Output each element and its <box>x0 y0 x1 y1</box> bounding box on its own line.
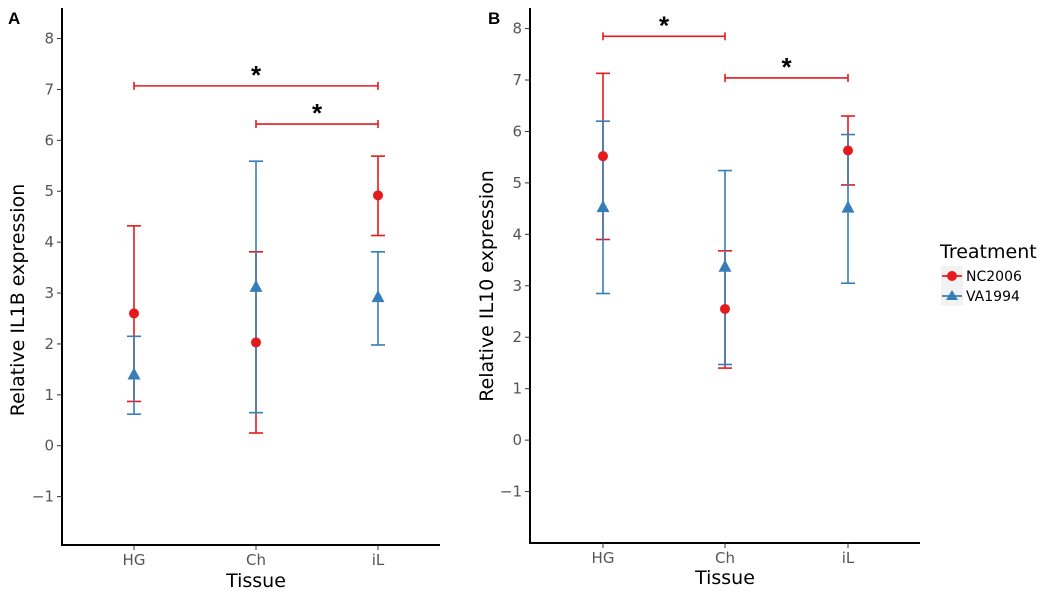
y-tick-label: 8 <box>512 20 522 38</box>
significance-star: * <box>251 60 262 90</box>
y-tick-label: 1 <box>44 386 54 404</box>
y-tick-label: 0 <box>44 437 54 455</box>
x-tick-label: HG <box>123 551 146 569</box>
legend-marker-nc2006 <box>947 271 957 281</box>
panel-a: A Relative IL1B expression Tissue −1 0 1 2 3… <box>7 8 440 592</box>
y-tick-label: 2 <box>44 335 54 353</box>
point-va1994 <box>371 290 385 303</box>
y-tick-label: 7 <box>512 71 522 89</box>
significance-star: * <box>781 52 792 82</box>
legend-marker-va1994 <box>946 290 958 300</box>
y-tick-label: 2 <box>512 328 522 346</box>
y-tick-label: −1 <box>500 483 522 501</box>
y-axis-title: Relative IL1B expression <box>7 184 29 417</box>
point-va1994 <box>249 279 263 292</box>
point-nc2006 <box>373 190 383 201</box>
point-nc2006 <box>843 145 853 156</box>
point-va1994 <box>841 200 855 213</box>
point-va1994 <box>127 367 141 380</box>
y-tick-label: 1 <box>512 380 522 398</box>
y-tick-label: 8 <box>44 30 54 48</box>
y-tick-label: 6 <box>512 122 522 140</box>
y-tick-label: −1 <box>32 488 54 506</box>
panel-label: A <box>8 9 20 28</box>
x-axis-title: Tissue <box>225 570 286 592</box>
y-tick-label: 5 <box>44 182 54 200</box>
x-tick-label: iL <box>372 551 385 569</box>
legend-label-va1994: VA1994 <box>966 289 1020 305</box>
y-tick-label: 7 <box>44 80 54 98</box>
point-nc2006 <box>720 303 730 314</box>
y-tick-label: 5 <box>512 174 522 192</box>
point-nc2006 <box>129 308 139 319</box>
y-axis-title: Relative IL10 expression <box>476 170 498 402</box>
significance-star: * <box>312 98 323 128</box>
x-tick-label: iL <box>842 549 855 567</box>
y-tick-label: 3 <box>44 284 54 302</box>
y-tick-label: 4 <box>512 225 522 243</box>
x-axis-title: Tissue <box>694 567 755 589</box>
y-tick-label: 0 <box>512 431 522 449</box>
legend-label-nc2006: NC2006 <box>966 269 1022 285</box>
point-va1994 <box>596 200 610 213</box>
point-nc2006 <box>598 151 608 162</box>
legend: Treatment NC2006 VA1994 <box>939 241 1037 306</box>
y-tick-label: 3 <box>512 277 522 295</box>
y-tick-label: 6 <box>44 131 54 149</box>
point-nc2006 <box>251 337 261 348</box>
panel-b: B Relative IL10 expression Tissue −1 0 1 2 3… <box>476 8 920 589</box>
x-tick-label: HG <box>592 549 615 567</box>
significance-star: * <box>659 10 670 40</box>
x-tick-label: Ch <box>715 549 735 567</box>
panel-label: B <box>488 9 500 28</box>
y-tick-label: 4 <box>44 233 54 251</box>
point-va1994 <box>718 259 732 272</box>
legend-title: Treatment <box>939 241 1037 263</box>
x-tick-label: Ch <box>246 551 266 569</box>
